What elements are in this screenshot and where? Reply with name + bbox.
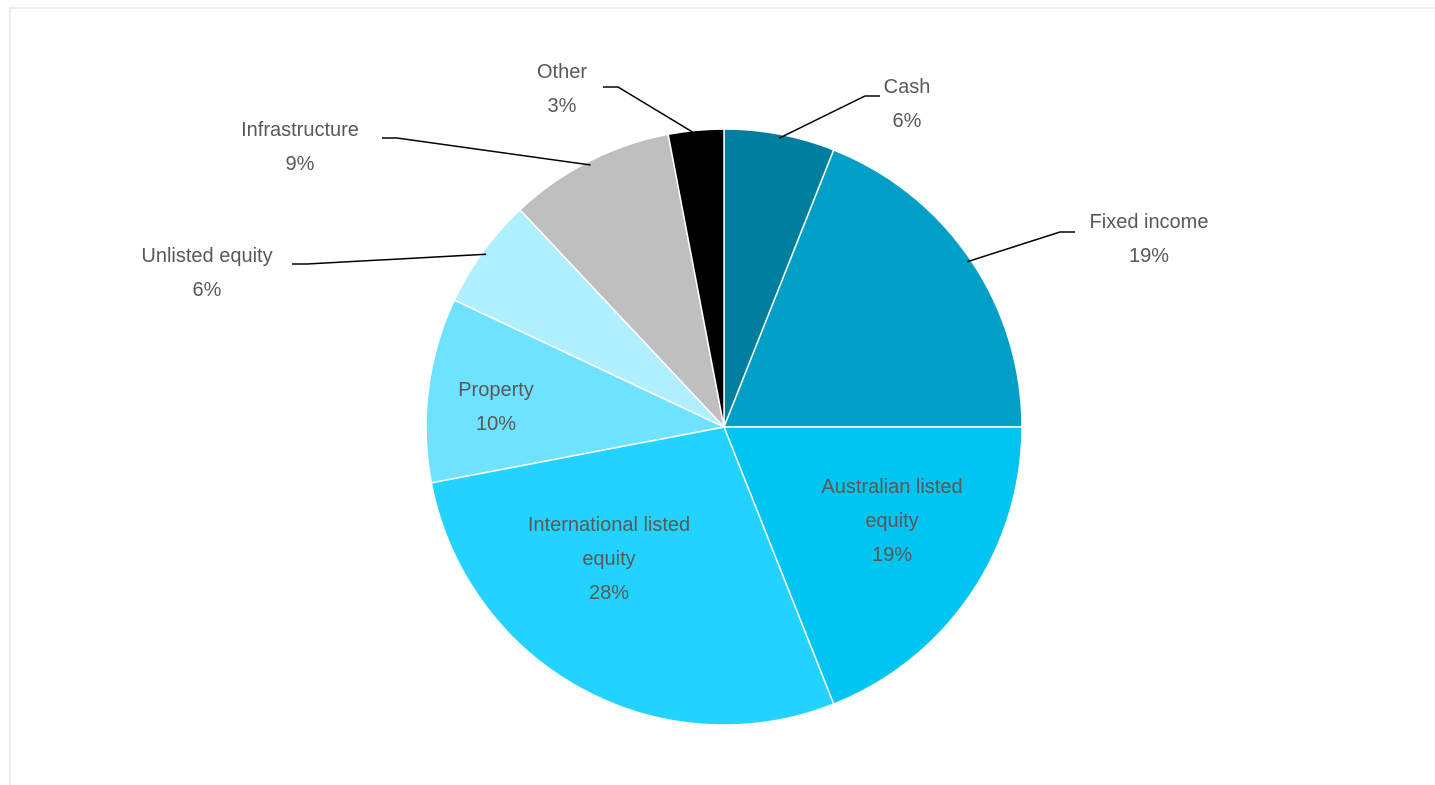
pie-slice — [722, 148, 1023, 428]
slice-value: 28% — [588, 582, 630, 604]
data-label: Cash 6% — [847, 70, 967, 138]
leader-line — [292, 253, 487, 265]
data-label: Other 3% — [512, 55, 612, 123]
leader-line — [778, 95, 880, 139]
pie-slice — [667, 128, 725, 428]
slice-value: 6% — [892, 110, 922, 132]
slice-value: 19% — [1128, 245, 1170, 267]
data-label: Unlisted equity 6% — [117, 239, 297, 307]
pie-slice — [425, 299, 727, 484]
pie-slice — [518, 133, 726, 430]
slice-name: Fixed income — [1089, 211, 1209, 233]
slice-name: International listed equity — [527, 514, 691, 570]
pie-slice — [722, 426, 1023, 706]
data-label: Fixed income 19% — [1069, 205, 1229, 273]
slice-name: Property — [458, 379, 534, 401]
pie-slice — [430, 426, 835, 726]
slice-name: Unlisted equity — [141, 245, 273, 267]
slice-name: Infrastructure — [241, 119, 359, 141]
leader-line — [966, 231, 1075, 263]
chart-frame — [9, 7, 1435, 785]
slice-value: 6% — [192, 279, 222, 301]
slice-value: 3% — [547, 95, 577, 117]
leader-line — [382, 137, 591, 166]
data-label: International listed equity 28% — [502, 508, 717, 610]
slice-name: Cash — [883, 76, 931, 98]
slice-name: Other — [536, 61, 588, 83]
data-label: Infrastructure 9% — [215, 113, 385, 181]
leader-line — [603, 86, 697, 135]
slice-value: 9% — [285, 153, 315, 175]
data-label: Property 10% — [436, 373, 556, 441]
slice-value: 10% — [475, 413, 517, 435]
slice-value: 19% — [871, 544, 913, 566]
data-label: Australian listed equity 19% — [795, 470, 990, 572]
slice-name: Australian listed equity — [821, 476, 963, 532]
